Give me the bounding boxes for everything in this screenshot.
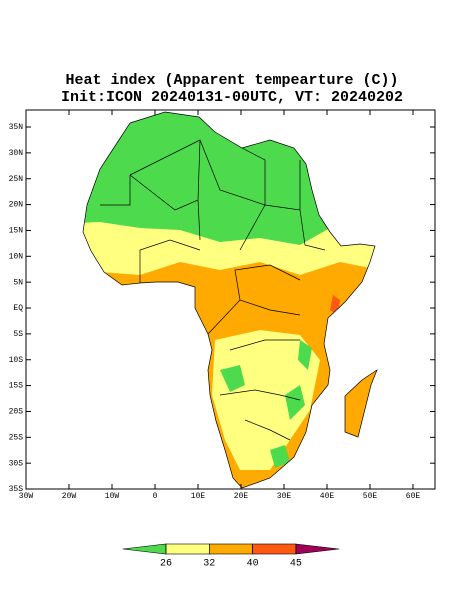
lon-tick-label: 10E	[191, 492, 206, 501]
lon-tick-label: 20E	[234, 492, 249, 501]
lat-tick-label: 10N	[9, 252, 24, 261]
lat-tick-label: 25S	[9, 433, 24, 442]
lat-tick-label: 20S	[9, 408, 24, 417]
lon-tick-label: 50E	[363, 492, 378, 501]
colorbar-label: 40	[247, 559, 259, 570]
colorbar-segment	[209, 543, 253, 555]
lat-tick-label: 5S	[13, 330, 23, 339]
zone-warm-south	[212, 330, 320, 470]
lon-tick-label: 60E	[406, 492, 421, 501]
lat-tick-label: 5N	[13, 278, 23, 287]
lat-tick-label: 35N	[9, 123, 24, 132]
lat-tick-label: 30S	[9, 459, 24, 468]
map-subtitle: Init:ICON 20240131-00UTC, VT: 20240202	[61, 89, 403, 106]
axes: 35N 30N 25N 20N 15N 10N 5N EQ 5S 10S 15S 20S 25S 30S 3…	[9, 110, 435, 501]
colorbar-label: 32	[203, 559, 215, 570]
country-borders	[82, 111, 378, 489]
lat-tick-label: 35S	[9, 485, 24, 494]
colorbar-label: 45	[290, 559, 302, 570]
colorbar-low-triangle	[122, 543, 167, 555]
lat-tick-label: 25N	[9, 175, 24, 184]
lon-tick-label: 30W	[19, 492, 34, 501]
lat-tick-label: 15N	[9, 227, 24, 236]
lat-tick-label: 20N	[9, 201, 24, 210]
lat-tick-label: 30N	[9, 149, 24, 158]
map-title: Heat index (Apparent tempearture (C))	[65, 72, 398, 89]
colorbar-high-triangle	[295, 543, 340, 555]
lon-tick-label: 20W	[62, 492, 77, 501]
lat-tick-label: EQ	[13, 304, 23, 313]
lon-tick-label: 40E	[320, 492, 335, 501]
madagascar	[345, 370, 377, 437]
colorbar-segment	[165, 543, 210, 555]
colorbar-segment	[252, 543, 297, 555]
lon-tick-label: 10W	[105, 492, 120, 501]
zone-mild-south	[220, 340, 312, 468]
lat-tick-label: 10S	[9, 356, 24, 365]
lat-tick-label: 15S	[9, 382, 24, 391]
lon-tick-label: 0	[153, 492, 158, 501]
colorbar: 26 32 40 45	[122, 543, 340, 570]
lon-tick-label: 30E	[277, 492, 292, 501]
colorbar-label: 26	[160, 559, 172, 570]
